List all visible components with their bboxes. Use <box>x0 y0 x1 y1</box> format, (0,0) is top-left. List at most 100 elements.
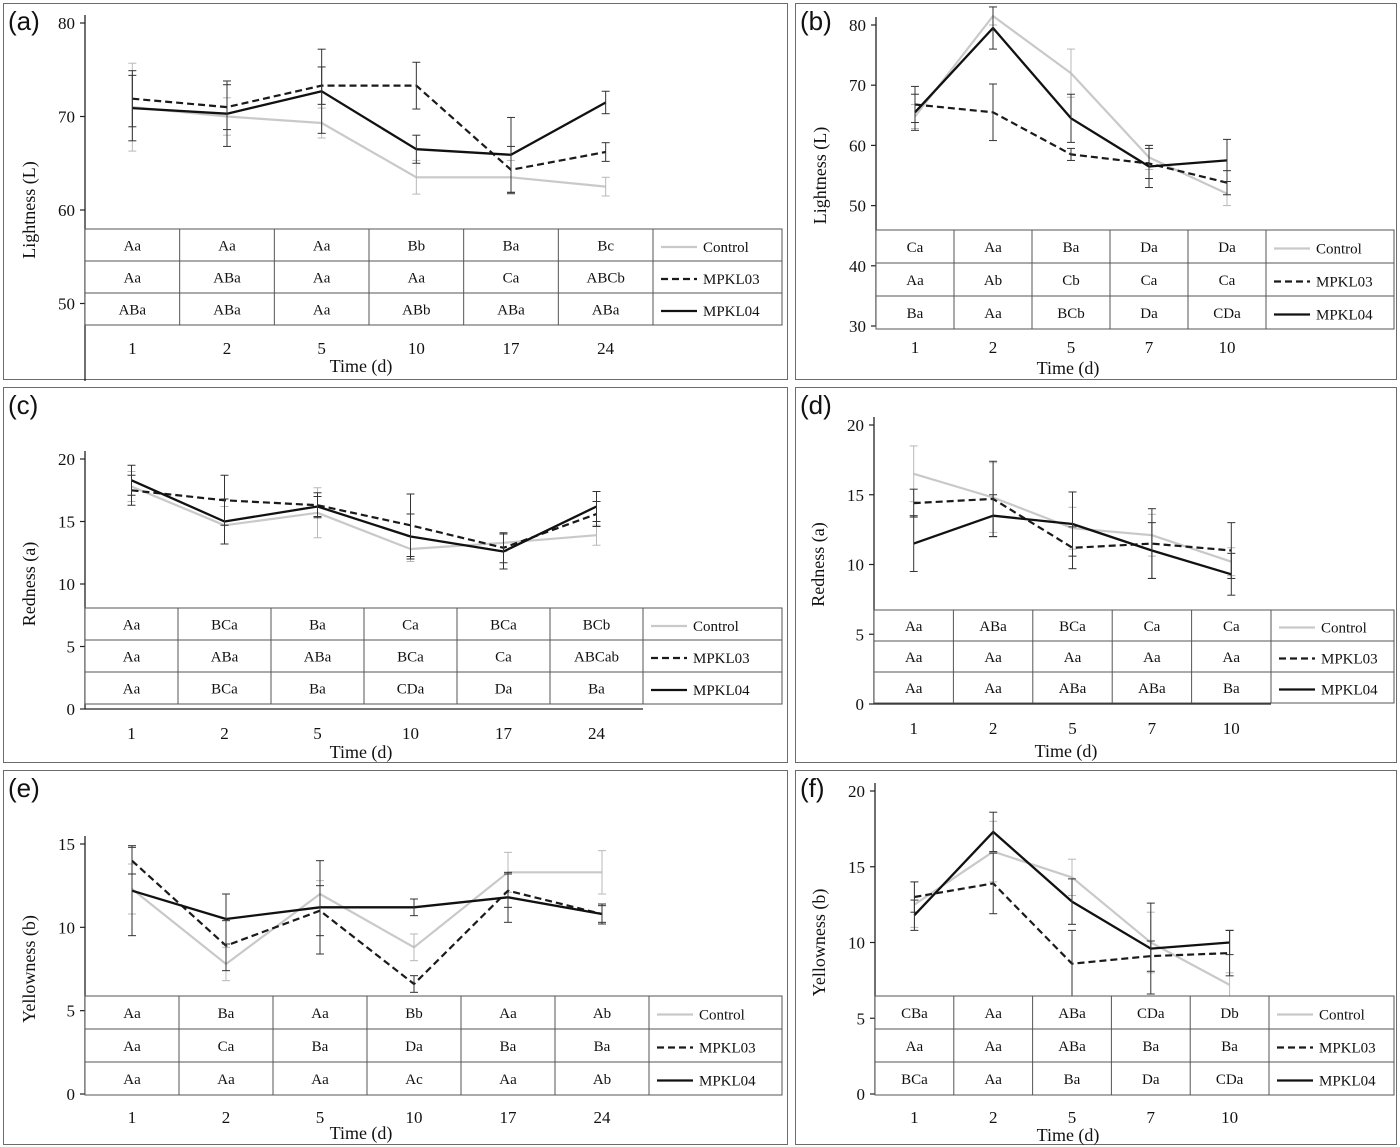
error-bar <box>406 513 415 560</box>
panel-d: (d) 0 5 10 15 20 Redness (a) Aa ABa BCa Ca Ca Aa Aa A… <box>795 387 1397 763</box>
table-cell: Ca <box>218 1039 235 1055</box>
error-bar <box>410 933 418 962</box>
table-cell: ABa <box>119 303 147 319</box>
table-cell: Ba <box>1142 1039 1159 1055</box>
table-cell: Aa <box>499 1006 517 1022</box>
table-cell: Ca <box>1144 619 1161 635</box>
table-cell: ABa <box>497 303 525 319</box>
table-cell: ABa <box>1138 681 1166 697</box>
error-bar <box>1068 491 1077 557</box>
panel-label: (f) <box>800 773 825 803</box>
table-frame <box>873 609 1395 704</box>
y-tick-label: 5 <box>67 1002 76 1021</box>
table-cell: Da <box>1218 240 1236 256</box>
x-tick-label: 5 <box>316 1108 325 1127</box>
error-bar <box>598 903 606 925</box>
table-cell: ABCab <box>574 650 619 666</box>
series-line-mpkl04 <box>131 889 603 921</box>
table-cell: ABa <box>592 303 620 319</box>
table-cell: Aa <box>124 239 142 255</box>
table-cell: Aa <box>311 1006 329 1022</box>
x-axis-title: Time (d) <box>330 1123 393 1144</box>
table-cell: Da <box>495 682 513 698</box>
error-bar <box>989 811 998 853</box>
error-bar <box>601 176 610 197</box>
table-cell: ABCb <box>586 271 624 287</box>
y-tick-label: 0 <box>856 695 865 714</box>
table-frame <box>84 228 783 326</box>
y-axis-title: Lightness (L) <box>810 127 831 224</box>
table-cell: Aa <box>905 681 923 697</box>
table-frame <box>874 995 1395 1096</box>
table-cell: Aa <box>218 239 236 255</box>
table-cell: CDa <box>1137 1006 1165 1022</box>
legend-label: MPKL04 <box>693 683 750 699</box>
x-tick-label: 5 <box>313 724 322 743</box>
table-cell: BCa <box>211 682 238 698</box>
error-bar <box>911 93 919 131</box>
table-cell: Da <box>405 1039 423 1055</box>
table-cell: Ca <box>402 618 419 634</box>
error-bar <box>504 871 512 923</box>
table-cell: Aa <box>123 1039 141 1055</box>
error-bar <box>1227 552 1236 596</box>
table-cell: Aa <box>123 650 141 666</box>
y-tick-label: 20 <box>847 416 864 435</box>
error-bar <box>909 515 918 572</box>
table-cell: Aa <box>313 271 331 287</box>
legend-label: MPKL03 <box>703 272 760 288</box>
table-cell: Bb <box>408 239 426 255</box>
legend-label: MPKL03 <box>1316 275 1373 291</box>
error-bar <box>1068 929 1076 998</box>
letter-table: Aa Aa Aa Bb Ba Bc Aa ABa Aa Aa Ca ABCb ABa ABa Aa ABb AB… <box>84 228 783 326</box>
error-bar <box>1067 147 1075 161</box>
x-tick-label: 10 <box>402 724 419 743</box>
y-tick-label: 10 <box>848 934 865 953</box>
y-tick-label: 70 <box>58 108 75 127</box>
x-tick-label: 1 <box>128 1108 137 1127</box>
legend-label: MPKL03 <box>1321 652 1378 668</box>
table-cell: Aa <box>1223 650 1241 666</box>
table-cell: Aa <box>984 650 1002 666</box>
error-bar <box>220 498 229 545</box>
x-axis-labels: 1 2 5 7 10 Time (d) <box>909 719 1239 762</box>
table-cell: CDa <box>397 682 425 698</box>
error-bar <box>410 898 418 917</box>
letter-table: Aa BCa Ba Ca BCa BCb Aa ABa ABa BCa Ca ABCab Aa BCa Ba… <box>84 607 783 705</box>
error-bar <box>412 61 421 110</box>
y-tick-label: 15 <box>58 513 75 532</box>
table-cell: Ba <box>1063 240 1080 256</box>
table-cell: Ba <box>309 682 326 698</box>
x-tick-label: 10 <box>1219 338 1236 357</box>
y-tick-label: 10 <box>58 918 75 937</box>
error-bar <box>989 494 998 538</box>
plot-area: 0 5 10 15 20 Redness (a) <box>19 450 643 719</box>
legend-label: MPKL03 <box>699 1041 756 1057</box>
legend-label: MPKL04 <box>703 304 760 320</box>
table-cell: Ba <box>1221 1039 1238 1055</box>
table-cell: Ca <box>495 650 512 666</box>
table-cell: ABa <box>1058 1039 1086 1055</box>
table-cell: Aa <box>984 1072 1002 1088</box>
x-axis-title: Time (d) <box>1037 358 1100 379</box>
y-tick-label: 15 <box>58 835 75 854</box>
x-axis-labels: 1 2 5 10 17 24 Time (d) <box>127 724 605 763</box>
error-bar <box>989 83 997 142</box>
error-bar <box>313 496 322 517</box>
x-tick-label: 2 <box>989 338 998 357</box>
legend-label: Control <box>703 240 749 256</box>
series-line-mpkl04 <box>132 90 607 156</box>
table-cell: Aa <box>905 650 923 666</box>
plot-area: 0 5 10 15 20 Yellowness (b) <box>809 782 1269 1104</box>
x-tick-label: 2 <box>220 724 229 743</box>
table-cell: Aa <box>311 1072 329 1088</box>
letter-table: Ca Aa Ba Da Da Aa Ab Cb Ca Ca Ba Aa BCb Da CDa Control M… <box>875 229 1395 330</box>
error-bar <box>1146 902 1155 995</box>
x-tick-label: 7 <box>1145 338 1154 357</box>
error-bar <box>989 852 998 915</box>
